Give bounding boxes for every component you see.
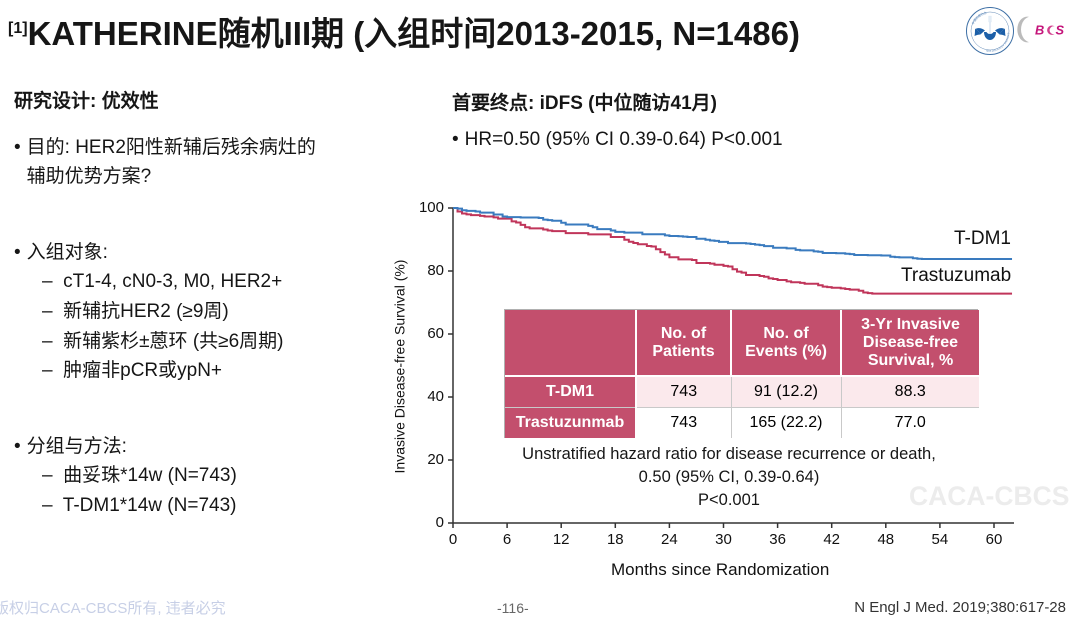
svg-text:S: S (1056, 22, 1065, 37)
svg-text:60: 60 (427, 325, 444, 342)
svg-text:54: 54 (932, 531, 949, 548)
svg-text:6: 6 (503, 531, 511, 548)
svg-text:48: 48 (877, 531, 894, 548)
svg-text:0: 0 (449, 531, 457, 548)
svg-text:24: 24 (661, 531, 678, 548)
svg-text:60: 60 (986, 531, 1003, 548)
svg-text:30: 30 (715, 531, 732, 548)
svg-text:36: 36 (769, 531, 786, 548)
svg-text:42: 42 (823, 531, 840, 548)
svg-text:B: B (1035, 22, 1044, 37)
svg-text:18: 18 (607, 531, 624, 548)
svg-text:40: 40 (427, 388, 444, 405)
svg-text:0: 0 (436, 514, 444, 531)
svg-text:80: 80 (427, 262, 444, 279)
svg-text:100: 100 (419, 199, 444, 216)
svg-text:12: 12 (553, 531, 570, 548)
